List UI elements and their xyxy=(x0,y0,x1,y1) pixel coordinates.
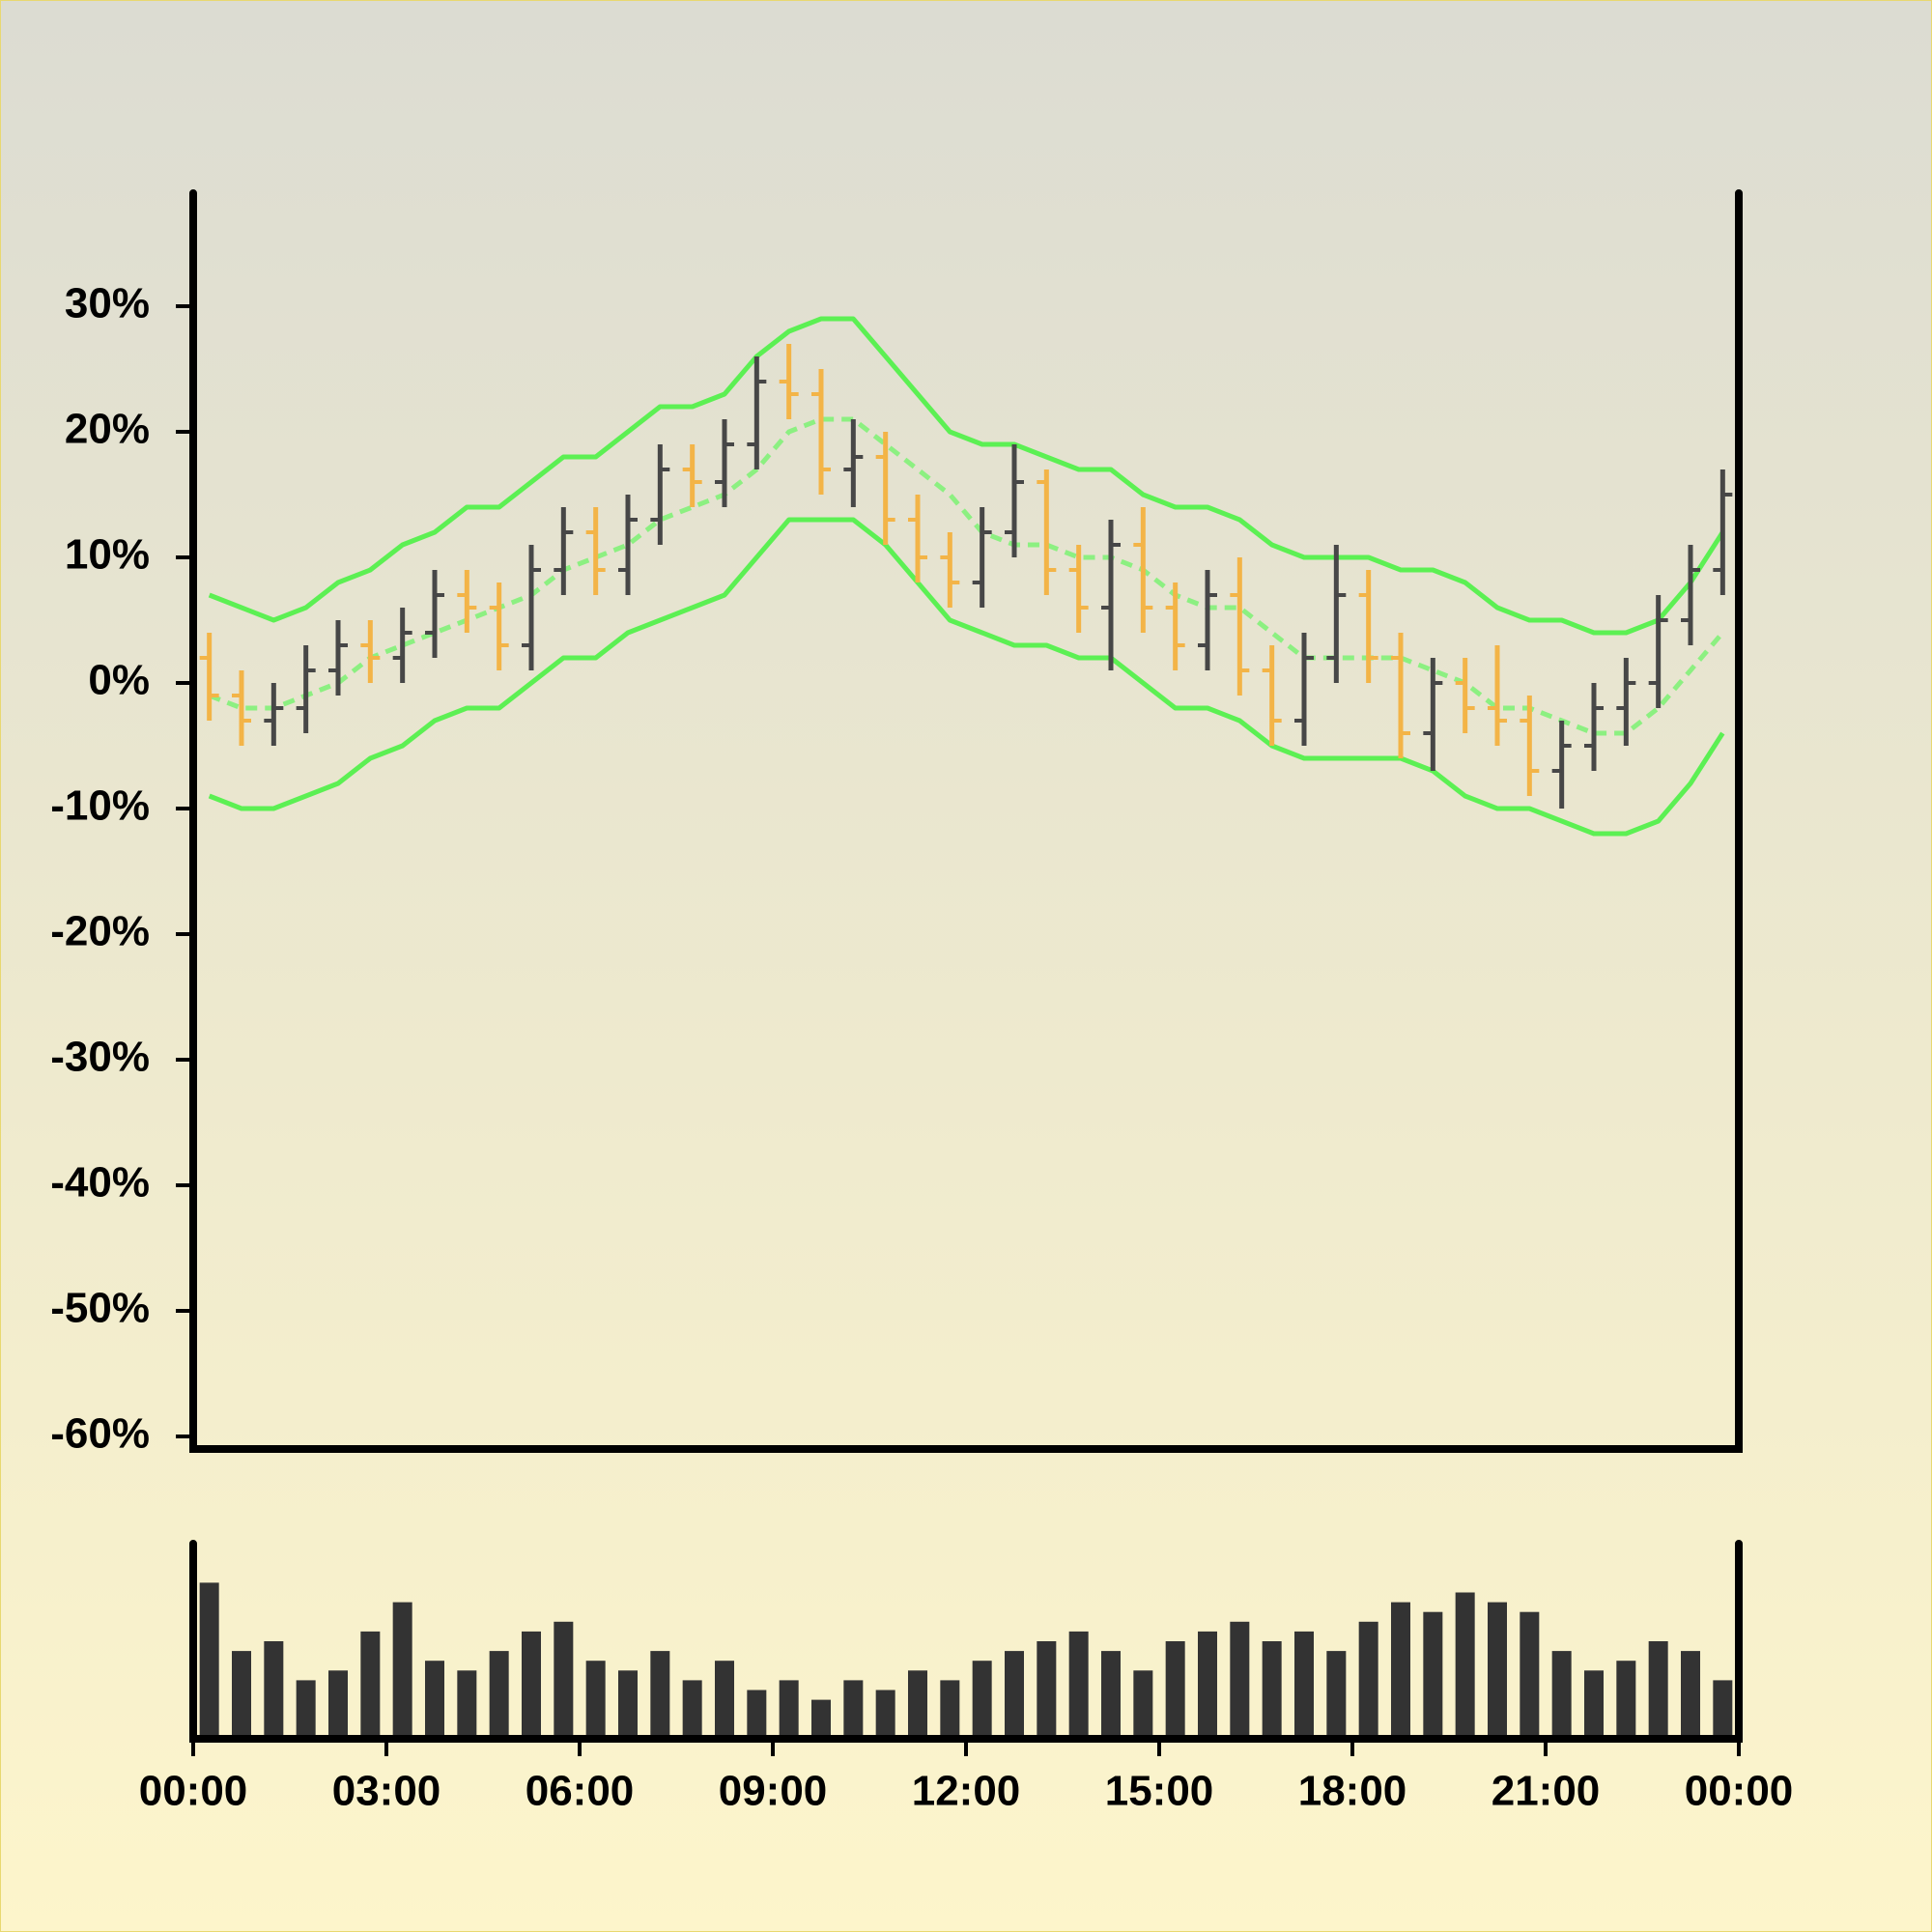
volume-bar xyxy=(1037,1641,1057,1739)
volume-bar xyxy=(457,1670,477,1739)
volume-bar xyxy=(1391,1602,1410,1739)
volume-frame xyxy=(189,1540,1743,1743)
volume-bar xyxy=(715,1661,734,1739)
volume-bar xyxy=(1488,1602,1507,1739)
volume-bar xyxy=(1005,1651,1024,1739)
volume-bar xyxy=(650,1651,670,1739)
band-line xyxy=(208,517,1725,837)
volume-bar xyxy=(1681,1651,1700,1739)
x-tick-label: 03:00 xyxy=(332,1768,441,1815)
volume-bar xyxy=(425,1661,444,1739)
volume-bar xyxy=(682,1680,702,1739)
volume-bar xyxy=(1551,1651,1572,1739)
volume-bar xyxy=(1101,1651,1121,1739)
plot-frame xyxy=(189,189,1743,1453)
volume-bar xyxy=(1584,1670,1604,1739)
x-tick-label: 06:00 xyxy=(526,1768,635,1815)
x-tick-label: 00:00 xyxy=(139,1768,248,1815)
y-tick-label: 20% xyxy=(65,406,150,453)
band-line xyxy=(208,316,1725,636)
y-tick-label: 10% xyxy=(65,531,150,579)
volume-bar xyxy=(1294,1631,1314,1739)
volume-bar xyxy=(328,1670,348,1739)
volume-bar xyxy=(554,1621,574,1739)
x-tick-label: 09:00 xyxy=(719,1768,828,1815)
volume-bar xyxy=(843,1680,864,1739)
y-tick-label: -20% xyxy=(50,908,150,955)
volume-bar xyxy=(1455,1592,1475,1739)
volume-bar xyxy=(1423,1611,1443,1739)
y-tick-label: -30% xyxy=(50,1034,150,1081)
volume-bar xyxy=(811,1699,831,1739)
y-tick-label: -40% xyxy=(50,1159,150,1207)
volume-bar xyxy=(1165,1641,1185,1739)
volume-bar xyxy=(940,1680,960,1739)
volume-bar xyxy=(264,1641,284,1739)
y-tick-label: 30% xyxy=(65,280,150,327)
volume-bar xyxy=(489,1651,509,1739)
volume-bar xyxy=(1230,1621,1250,1739)
volume-bar xyxy=(585,1661,606,1739)
volume-bar xyxy=(908,1670,927,1739)
x-tick-label: 21:00 xyxy=(1492,1768,1601,1815)
volume-bar xyxy=(779,1680,799,1739)
band-line xyxy=(208,416,1725,736)
volume-bar xyxy=(232,1651,251,1739)
volume-bar xyxy=(199,1582,219,1739)
volume-bar xyxy=(296,1680,316,1739)
volume-bar xyxy=(1262,1641,1282,1739)
volume-bar xyxy=(360,1631,381,1739)
volume-bar xyxy=(1616,1661,1636,1739)
y-tick-label: -50% xyxy=(50,1285,150,1332)
x-tick-label: 12:00 xyxy=(912,1768,1021,1815)
volume-bar xyxy=(392,1602,412,1739)
x-tick-label: 18:00 xyxy=(1298,1768,1407,1815)
volume-bar xyxy=(1133,1670,1153,1739)
volume-bar xyxy=(1198,1631,1217,1739)
axes xyxy=(189,189,1743,1743)
volume-bar xyxy=(1520,1611,1540,1739)
volume-bar xyxy=(618,1670,638,1739)
volume-bar xyxy=(1326,1651,1347,1739)
x-tick-label: 15:00 xyxy=(1105,1768,1214,1815)
volume-bar xyxy=(1068,1631,1089,1739)
volume-bar xyxy=(1648,1641,1668,1739)
volume-bar xyxy=(522,1631,541,1739)
y-tick-label: -10% xyxy=(50,782,150,830)
y-tick-label: 0% xyxy=(88,657,150,704)
x-tick-label: 00:00 xyxy=(1685,1768,1794,1815)
volume-bar xyxy=(972,1661,992,1739)
volume-bar xyxy=(875,1690,895,1739)
volume-bar xyxy=(747,1690,767,1739)
y-tick-label: -60% xyxy=(50,1410,150,1458)
volume-bar xyxy=(1713,1680,1733,1739)
volume-bar xyxy=(1358,1621,1378,1739)
